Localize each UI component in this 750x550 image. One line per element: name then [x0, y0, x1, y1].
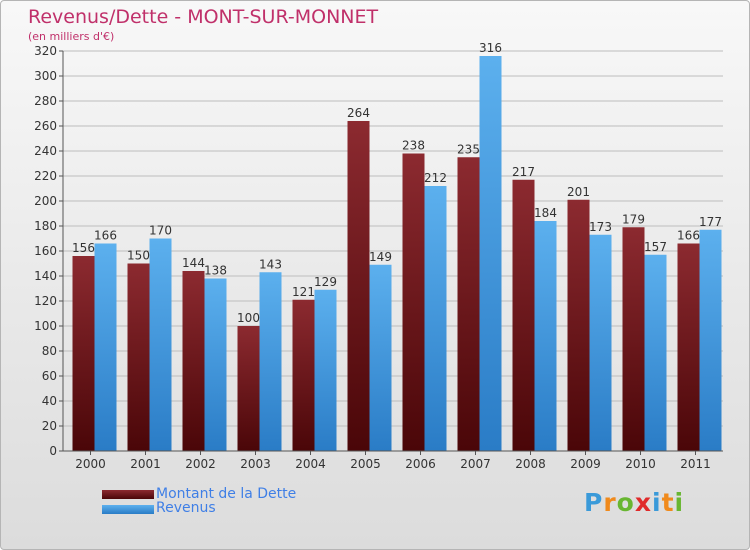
x-tick-label: 2004 — [295, 457, 326, 471]
x-tick-label: 2007 — [460, 457, 491, 471]
data-label-debt: 201 — [567, 185, 590, 199]
logo-letter: i — [652, 488, 662, 517]
bar-debt — [347, 121, 370, 451]
logo-letter: i — [674, 488, 685, 517]
y-tick-label: 180 — [34, 219, 57, 233]
x-tick-label: 2006 — [405, 457, 436, 471]
bar-revenue — [534, 221, 557, 451]
data-label-debt: 150 — [127, 249, 150, 263]
y-tick-label: 20 — [42, 419, 57, 433]
data-label-revenue: 170 — [149, 224, 172, 238]
legend-label-debt: Montant de la Dette — [156, 486, 297, 502]
data-label-debt: 238 — [402, 139, 425, 153]
bar-revenue — [369, 264, 392, 451]
y-tick-label: 60 — [42, 369, 57, 383]
y-tick-label: 320 — [34, 44, 57, 58]
logo-letter: o — [616, 488, 635, 517]
x-tick-label: 2005 — [350, 457, 381, 471]
legend-swatch-revenue — [102, 505, 154, 514]
logo-letter: t — [661, 488, 675, 517]
data-label-revenue: 157 — [644, 240, 667, 254]
x-tick-label: 2001 — [130, 457, 161, 471]
y-tick-label: 260 — [34, 119, 57, 133]
chart-title: Revenus/Dette - MONT-SUR-MONNET — [28, 6, 379, 28]
bar-debt — [457, 157, 480, 451]
bar-debt — [72, 256, 95, 451]
data-label-debt: 166 — [677, 229, 700, 243]
data-label-debt: 179 — [622, 212, 645, 226]
data-label-debt: 144 — [182, 256, 205, 270]
bar-revenue — [644, 254, 667, 451]
data-label-debt: 121 — [292, 285, 315, 299]
data-label-revenue: 149 — [369, 250, 392, 264]
data-label-debt: 217 — [512, 165, 535, 179]
bar-revenue — [259, 272, 282, 451]
data-label-debt: 156 — [72, 241, 95, 255]
bar-debt — [677, 243, 700, 451]
y-tick-label: 240 — [34, 144, 57, 158]
bar-revenue — [149, 238, 172, 451]
chart-subtitle: (en milliers d'€) — [28, 30, 115, 43]
legend-label-revenue: Revenus — [156, 500, 216, 516]
data-label-revenue: 166 — [94, 229, 117, 243]
bar-revenue — [589, 234, 612, 451]
y-tick-label: 0 — [49, 444, 57, 458]
y-tick-label: 100 — [34, 319, 57, 333]
data-label-revenue: 177 — [699, 215, 722, 229]
data-label-revenue: 316 — [479, 41, 502, 55]
data-label-revenue: 129 — [314, 275, 337, 289]
data-label-debt: 100 — [237, 311, 260, 325]
bar-debt — [182, 271, 205, 451]
y-tick-label: 40 — [42, 394, 57, 408]
bar-revenue — [699, 229, 722, 451]
y-tick-label: 120 — [34, 294, 57, 308]
logo-letter: x — [634, 488, 652, 517]
data-label-revenue: 143 — [259, 257, 282, 271]
x-tick-label: 2003 — [240, 457, 271, 471]
y-tick-label: 280 — [34, 94, 57, 108]
bar-revenue — [314, 289, 337, 451]
legend-swatch-debt — [102, 490, 154, 499]
bar-debt — [292, 299, 315, 451]
x-tick-label: 2008 — [515, 457, 546, 471]
bar-debt — [237, 326, 260, 451]
data-label-revenue: 184 — [534, 206, 557, 220]
proxiti-logo: Proxiti — [584, 488, 684, 517]
y-tick-label: 200 — [34, 194, 57, 208]
y-tick-label: 300 — [34, 69, 57, 83]
y-tick-label: 80 — [42, 344, 57, 358]
logo-letter: r — [603, 488, 617, 517]
bar-revenue — [479, 56, 502, 451]
data-label-revenue: 212 — [424, 171, 447, 185]
bar-revenue — [424, 186, 447, 451]
x-tick-label: 2002 — [185, 457, 216, 471]
logo-letter: P — [584, 488, 604, 517]
bar-revenue — [204, 278, 227, 451]
x-tick-label: 2011 — [680, 457, 711, 471]
bar-debt — [127, 263, 150, 451]
bar-debt — [622, 227, 645, 451]
y-tick-label: 140 — [34, 269, 57, 283]
x-tick-label: 2000 — [75, 457, 106, 471]
bar-revenue — [94, 243, 117, 451]
data-label-debt: 264 — [347, 106, 370, 120]
bar-debt — [567, 199, 590, 451]
data-label-revenue: 138 — [204, 264, 227, 278]
data-label-revenue: 173 — [589, 220, 612, 234]
x-tick-label: 2010 — [625, 457, 656, 471]
bar-debt — [512, 179, 535, 451]
y-tick-label: 160 — [34, 244, 57, 258]
y-tick-label: 220 — [34, 169, 57, 183]
bar-debt — [402, 153, 425, 451]
x-tick-label: 2009 — [570, 457, 601, 471]
data-label-debt: 235 — [457, 142, 480, 156]
